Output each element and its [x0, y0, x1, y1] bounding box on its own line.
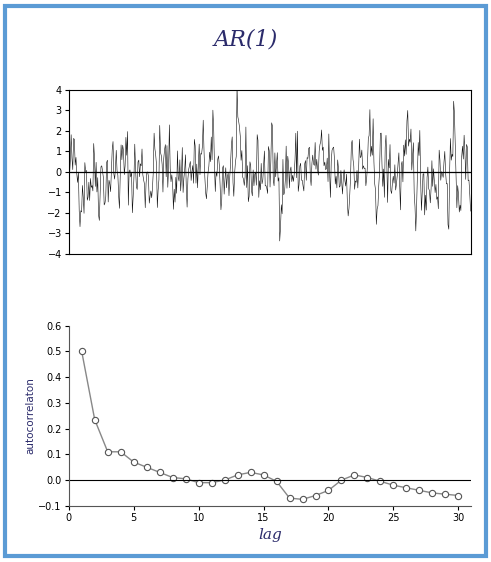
Text: AR(1): AR(1): [214, 28, 277, 51]
X-axis label: lag: lag: [258, 528, 282, 542]
Y-axis label: autocorrelaton: autocorrelaton: [26, 377, 36, 454]
